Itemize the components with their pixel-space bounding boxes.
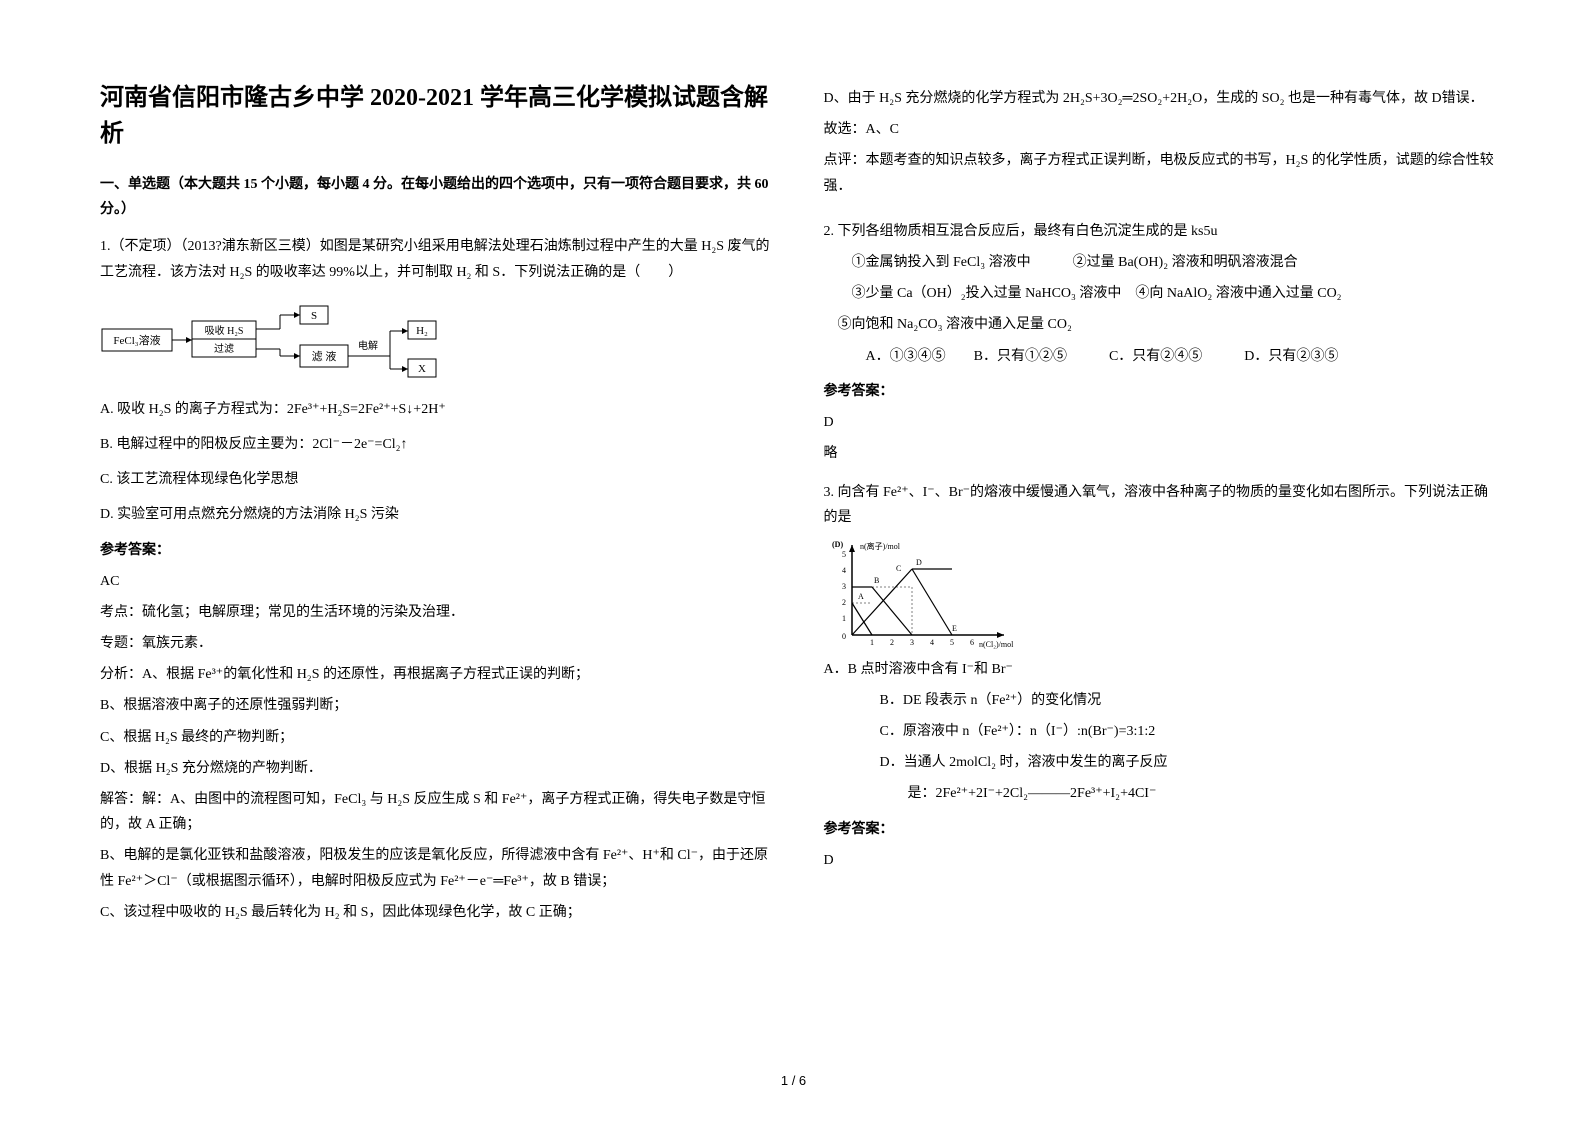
q1-exp2: 专题：氧族元素． — [100, 631, 774, 656]
q2-line1: ①金属钠投入到 FeCl₃ 溶液中 ②过量 Ba(OH)₂ 溶液和明矾溶液混合 — [824, 250, 1498, 275]
q1-exp12: 点评：本题考查的知识点较多，离子方程式正误判断，电极反应式的书写，H₂S 的化学… — [824, 148, 1498, 198]
svg-text:4: 4 — [842, 566, 846, 575]
q1-option-b: B. 电解过程中的阳极反应主要为：2Cl⁻－2e⁻=Cl₂↑ — [100, 432, 774, 457]
q1-exp6: D、根据 H₂S 充分燃烧的产物判断． — [100, 756, 774, 781]
question-2: 2. 下列各组物质相互混合反应后，最终有白色沉淀生成的是 ks5u ①金属钠投入… — [824, 219, 1498, 467]
q2-line2: ③少量 Ca（OH）₂投入过量 NaHCO₃ 溶液中 ④向 NaAlO₂ 溶液中… — [824, 281, 1498, 306]
q1-exp7: 解答：解：A、由图中的流程图可知，FeCl₃ 与 H₂S 反应生成 S 和 Fe… — [100, 787, 774, 837]
svg-text:5: 5 — [950, 638, 954, 647]
svg-text:6: 6 — [970, 638, 974, 647]
svg-text:3: 3 — [910, 638, 914, 647]
svg-text:5: 5 — [842, 550, 846, 559]
q1-option-c: C. 该工艺流程体现绿色化学思想 — [100, 467, 774, 492]
svg-text:B: B — [874, 576, 879, 585]
q1-option-a: A. 吸收 H₂S 的离子方程式为：2Fe³⁺+H₂S=2Fe²⁺+S↓+2H⁺ — [100, 397, 774, 422]
q3-stem: 3. 向含有 Fe²⁺、I⁻、Br⁻的熔液中缓慢通入氧气，溶液中各种离子的物质的… — [824, 480, 1498, 530]
svg-text:E: E — [952, 624, 957, 633]
q1-exp3: 分析：A、根据 Fe³⁺的氧化性和 H₂S 的还原性，再根据离子方程式正误的判断… — [100, 662, 774, 687]
q1-exp1: 考点：硫化氢；电解原理；常见的生活环境的污染及治理． — [100, 600, 774, 625]
graph-letter-d: (D) — [832, 540, 843, 549]
q1-option-d: D. 实验室可用点燃充分燃烧的方法消除 H₂S 污染 — [100, 502, 774, 527]
diagram-box1: FeCl₃溶液 — [113, 333, 160, 347]
q1-exp4: B、根据溶液中离子的还原性强弱判断； — [100, 693, 774, 718]
section-heading: 一、单选题（本大题共 15 个小题，每小题 4 分。在每小题给出的四个选项中，只… — [100, 172, 774, 222]
q2-answer: D — [824, 410, 1498, 435]
q1-stem: 1.（不定项）（2013?浦东新区三模）如图是某研究小组采用电解法处理石油炼制过… — [100, 234, 774, 284]
svg-text:1: 1 — [870, 638, 874, 647]
q1-exp9: C、该过程中吸收的 H₂S 最后转化为 H₂ 和 S，因此体现绿色化学，故 C … — [100, 900, 774, 925]
page-number: 1 / 6 — [781, 1069, 806, 1092]
graph-ylabel: n(离子)/mol — [860, 541, 901, 551]
svg-text:4: 4 — [930, 638, 934, 647]
diagram-box2-top: 吸收 H₂S — [205, 324, 244, 337]
diagram-box2-bottom: 过滤 — [214, 342, 234, 355]
question-1: 1.（不定项）（2013?浦东新区三模）如图是某研究小组采用电解法处理石油炼制过… — [100, 234, 774, 925]
q3-option-d2: 是：2Fe²⁺+2I⁻+2Cl₂———2Fe³⁺+I₂+4CI⁻ — [824, 781, 1498, 806]
svg-text:D: D — [916, 558, 922, 567]
q1-exp10: D、由于 H₂S 充分燃烧的化学方程式为 2H₂S+3O₂═2SO₂+2H₂O，… — [824, 86, 1498, 111]
svg-text:2: 2 — [890, 638, 894, 647]
svg-text:0: 0 — [842, 632, 846, 641]
q3-option-c: C．原溶液中 n（Fe²⁺）：n（I⁻）:n(Br⁻)=3:1:2 — [824, 719, 1498, 744]
diagram-x: X — [418, 363, 426, 375]
q3-answer-label: 参考答案： — [824, 817, 1498, 842]
q3-option-b: B．DE 段表示 n（Fe²⁺）的变化情况 — [824, 688, 1498, 713]
svg-text:3: 3 — [842, 582, 846, 591]
page-title: 河南省信阳市隆古乡中学 2020-2021 学年高三化学模拟试题含解析 — [100, 80, 774, 152]
q1-exp8: B、电解的是氯化亚铁和盐酸溶液，阳极发生的应该是氧化反应，所得滤液中含有 Fe²… — [100, 843, 774, 893]
q3-option-d: D．当通人 2molCl₂ 时，溶液中发生的离子反应 — [824, 750, 1498, 775]
q1-answer-label: 参考答案： — [100, 538, 774, 563]
q2-answer-label: 参考答案： — [824, 379, 1498, 404]
diagram-h2: H₂ — [416, 325, 428, 337]
diagram-s: S — [311, 310, 317, 322]
q1-exp5: C、根据 H₂S 最终的产物判断； — [100, 725, 774, 750]
diagram-filtrate: 滤 液 — [312, 349, 337, 363]
svg-text:2: 2 — [842, 598, 846, 607]
q1-flow-diagram: FeCl₃溶液 吸收 H₂S 过滤 S — [100, 301, 440, 381]
diagram-electrolysis: 电解 — [358, 339, 378, 352]
svg-text:1: 1 — [842, 614, 846, 623]
q2-stem: 2. 下列各组物质相互混合反应后，最终有白色沉淀生成的是 ks5u — [824, 219, 1498, 244]
q3-answer: D — [824, 848, 1498, 873]
q2-options: A．①③④⑤ B．只有①②⑤ C．只有②④⑤ D．只有②③⑤ — [824, 344, 1498, 369]
q2-line3: ⑤向饱和 Na₂CO₃ 溶液中通入足量 CO₂ — [824, 312, 1498, 337]
svg-text:A: A — [858, 592, 864, 601]
q3-graph: (D) n(离子)/mol n(Cl₂)/mol 0 1 2 3 4 5 1 2… — [824, 539, 1024, 649]
q1-exp11: 故选：A、C — [824, 117, 1498, 142]
q2-exp: 略 — [824, 441, 1498, 466]
q3-option-a: A．B 点时溶液中含有 I⁻和 Br⁻ — [824, 657, 1498, 682]
q1-answer: AC — [100, 569, 774, 594]
graph-xlabel: n(Cl₂)/mol — [979, 640, 1014, 649]
question-3: 3. 向含有 Fe²⁺、I⁻、Br⁻的熔液中缓慢通入氧气，溶液中各种离子的物质的… — [824, 480, 1498, 873]
svg-text:C: C — [896, 564, 901, 573]
